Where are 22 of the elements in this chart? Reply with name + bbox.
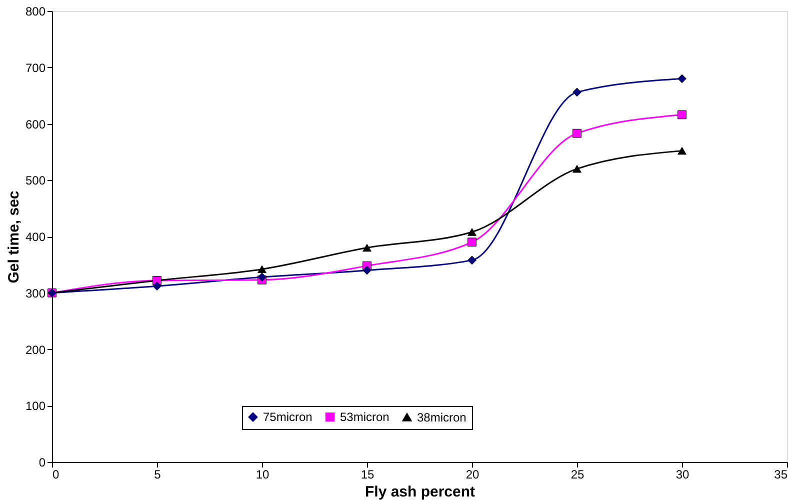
- y-tick-label: 300: [25, 286, 46, 300]
- legend-label: 53micron: [340, 410, 390, 424]
- y-tick-label: 100: [25, 399, 46, 414]
- x-axis-title: Fly ash percent: [364, 484, 476, 500]
- y-tick-label: 500: [25, 174, 46, 188]
- x-tick-label: 5: [154, 468, 162, 482]
- x-tick-label: 35: [774, 468, 788, 482]
- legend-label: 38micron: [417, 410, 466, 424]
- x-tick-label: 15: [360, 468, 374, 482]
- y-tick-label: 400: [25, 230, 46, 244]
- x-tick-label: 20: [466, 468, 480, 482]
- x-tick-label: 10: [256, 468, 270, 482]
- y-tick-label: 600: [25, 117, 46, 132]
- x-tick-label: 30: [676, 468, 690, 482]
- x-tick-label: 25: [570, 468, 584, 482]
- y-axis-title: Gel time, sec: [5, 190, 22, 284]
- y-tick-label: 0: [38, 456, 46, 470]
- legend-label: 75micron: [263, 410, 312, 424]
- y-tick-label: 200: [25, 342, 46, 357]
- y-tick-label: 800: [25, 4, 46, 18]
- x-tick-label: 0: [52, 468, 60, 482]
- y-tick-label: 700: [25, 60, 46, 75]
